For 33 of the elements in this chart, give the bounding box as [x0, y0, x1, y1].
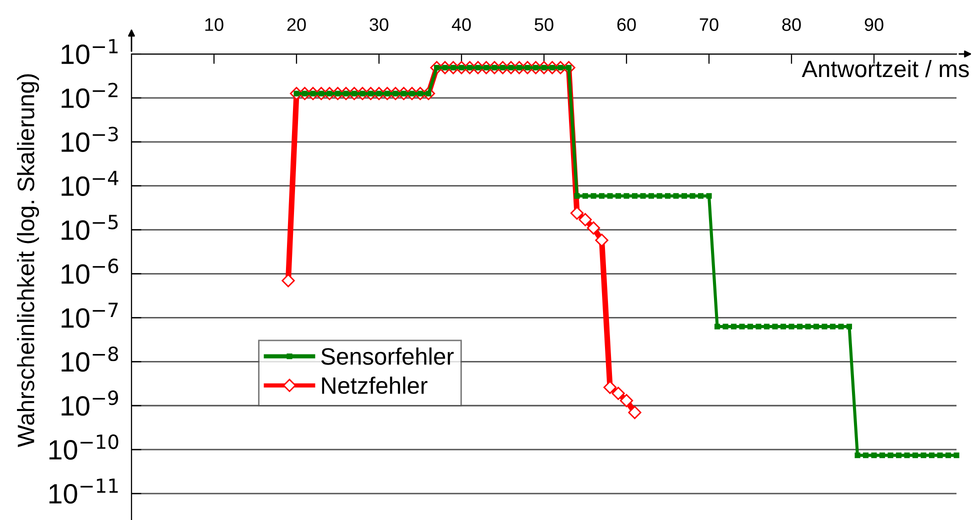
point — [620, 394, 634, 408]
point — [282, 274, 295, 288]
point — [603, 380, 617, 394]
y-tick-label: 10$^{−8}$ — [62, 346, 118, 372]
y-tick-label: 10$^{−3}$ — [62, 126, 118, 152]
y-tick-label: 10$^{−10}$ — [49, 434, 118, 460]
y-tick-label: 10$^{−4}$ — [62, 170, 118, 196]
y-tick-label: 10$^{−11}$ — [49, 478, 118, 504]
x-tick-label: 60 — [617, 18, 636, 31]
y-tick-label: 10$^{−1}$ — [62, 39, 118, 64]
x-tick-label: 70 — [700, 18, 718, 31]
point — [595, 234, 608, 247]
y-tick-label: 10$^{−5}$ — [62, 214, 118, 240]
point — [578, 213, 592, 226]
x-axis-title: Antwortzeit / ms — [802, 60, 969, 78]
x-tick-label: 80 — [782, 18, 801, 31]
y-axis-title: Wahrscheinlichkeit (log. Skalierung) — [16, 74, 40, 448]
point — [612, 386, 625, 400]
legend-label: Netzfehler — [322, 376, 428, 394]
point — [586, 221, 600, 235]
y-tick-label: 10$^{−2}$ — [62, 82, 118, 108]
x-tick-label: 10 — [205, 18, 224, 31]
y-tick-label: 10$^{−6}$ — [62, 258, 118, 284]
x-tick-label: 30 — [370, 18, 388, 31]
point — [570, 206, 584, 220]
y-tick-label: 10$^{−9}$ — [62, 390, 118, 416]
x-tick-label: 90 — [864, 18, 884, 31]
x-tick-label: 20 — [287, 18, 306, 31]
y-tick-label: 10$^{−7}$ — [62, 302, 118, 328]
point — [628, 406, 642, 420]
x-tick-label: 50 — [534, 18, 554, 31]
legend-label: Sensorfehler — [321, 347, 454, 365]
x-tick-label: 40 — [452, 18, 471, 31]
